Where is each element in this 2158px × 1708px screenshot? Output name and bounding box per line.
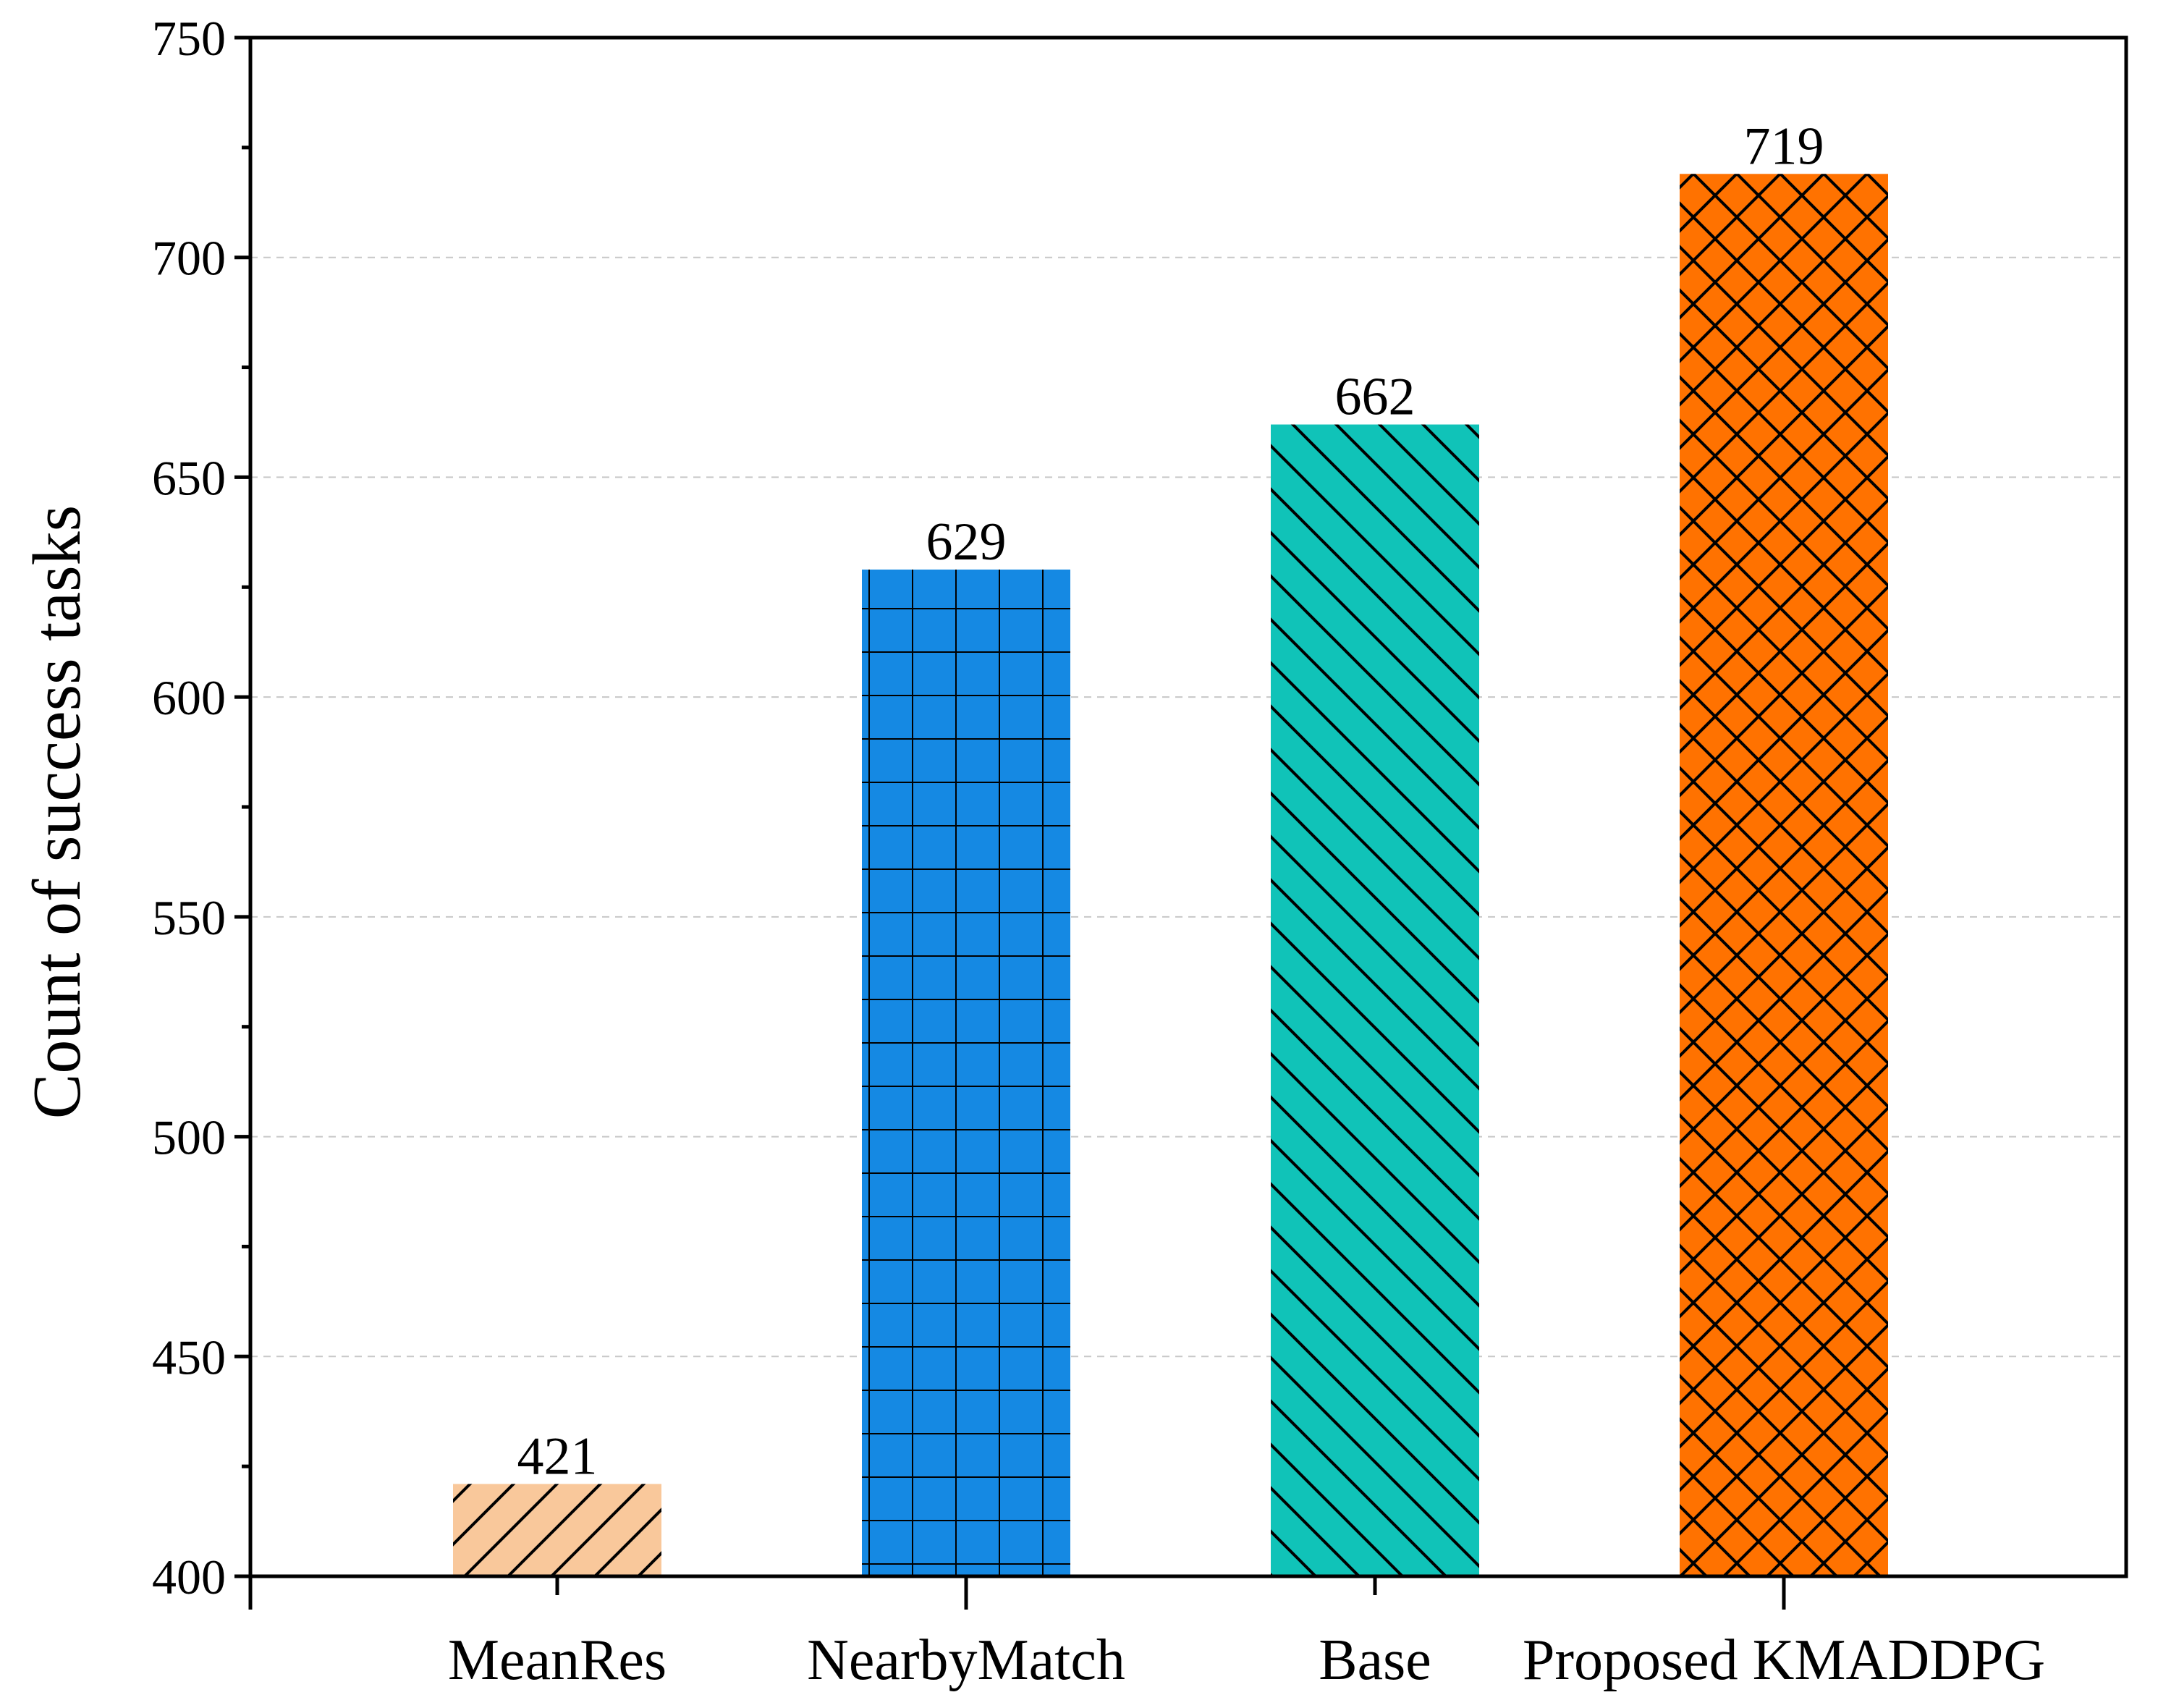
y-axis-title: Count of success tasks xyxy=(20,505,95,1120)
bar-hatch xyxy=(453,1484,661,1576)
x-tick-label: MeanRes xyxy=(448,1628,667,1692)
bar-group xyxy=(1271,424,1479,1577)
bar-group xyxy=(453,1484,661,1576)
bars xyxy=(453,174,1888,1577)
y-tick-label: 750 xyxy=(152,11,226,66)
y-tick-label: 550 xyxy=(152,890,226,945)
bar-group xyxy=(862,569,1070,1577)
axes xyxy=(234,35,2128,1610)
bar-value-label: 629 xyxy=(926,512,1007,572)
bar-hatch xyxy=(862,569,1070,1577)
y-tick-label: 700 xyxy=(152,231,226,286)
bar-group xyxy=(1680,174,1888,1576)
y-tick-label: 450 xyxy=(152,1329,226,1384)
labels: 421 MeanRes 629 NearbyMatch 662 Base 719 Propos… xyxy=(152,11,2045,1692)
x-tick-label: Proposed KMADDPG xyxy=(1523,1628,2045,1692)
bar-value-label: 421 xyxy=(517,1426,598,1486)
x-tick-label: NearbyMatch xyxy=(807,1628,1125,1692)
y-tick-label: 650 xyxy=(152,450,226,505)
bar-value-label: 719 xyxy=(1744,117,1824,176)
bar-value-label: 662 xyxy=(1335,368,1416,427)
x-tick-label: Base xyxy=(1319,1628,1431,1692)
bar-hatch xyxy=(1271,424,1479,1577)
y-tick-label: 600 xyxy=(152,670,226,725)
y-tick-label: 500 xyxy=(152,1110,226,1165)
y-tick-label: 400 xyxy=(152,1550,226,1605)
bar-hatch xyxy=(1680,174,1888,1576)
